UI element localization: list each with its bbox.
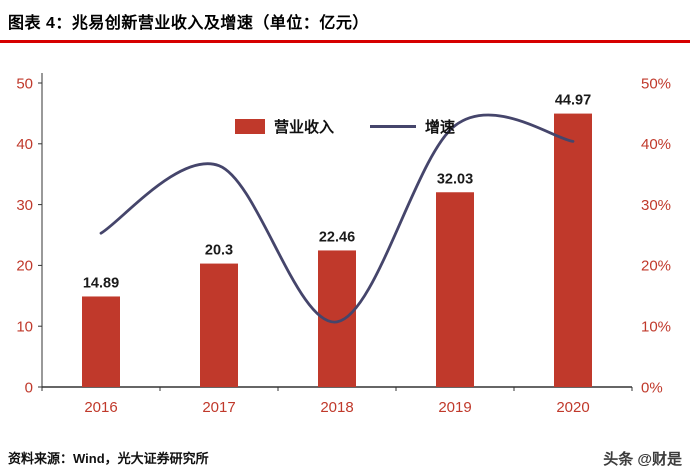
- left-axis-tick-label: 30: [16, 197, 33, 214]
- chart-area: 0 0% 10 10% 20 20% 30 30% 40 40% 50 50% 14.89 2016 20.…: [0, 43, 690, 423]
- source-note: 资料来源：Wind，光大证券研究所: [8, 451, 209, 466]
- revenue-bar: [82, 296, 120, 387]
- left-axis-tick-label: 10: [16, 318, 33, 335]
- x-axis-category-label: 2017: [202, 399, 235, 416]
- left-axis-tick-label: 0: [25, 379, 33, 396]
- left-axis-tick-label: 50: [16, 75, 33, 92]
- right-axis-tick-label: 40%: [641, 136, 671, 153]
- left-axis-tick-label: 40: [16, 136, 33, 153]
- title-underline: [0, 40, 690, 43]
- right-axis-tick-label: 30%: [641, 197, 671, 214]
- bar-value-label: 32.03: [437, 171, 473, 187]
- x-axis-category-label: 2018: [320, 399, 353, 416]
- right-axis-tick-label: 10%: [641, 318, 671, 335]
- bar-value-label: 14.89: [83, 275, 119, 291]
- chart-canvas: 0 0% 10 10% 20 20% 30 30% 40 40% 50 50% 14.89 2016 20.…: [16, 73, 671, 416]
- x-axis-category-label: 2019: [438, 399, 471, 416]
- revenue-bar: [200, 263, 238, 387]
- bar-value-label: 44.97: [555, 93, 591, 109]
- right-axis-tick-label: 20%: [641, 258, 671, 275]
- bar-value-label: 22.46: [319, 229, 355, 245]
- chart-header: 图表 4：兆易创新营业收入及增速（单位：亿元）: [0, 0, 690, 43]
- revenue-bar: [554, 113, 592, 387]
- watermark: 头条 @财是: [603, 451, 682, 468]
- right-axis-tick-label: 50%: [641, 75, 671, 92]
- right-axis-tick-label: 0%: [641, 379, 663, 396]
- left-axis-tick-label: 20: [16, 258, 33, 275]
- growth-line: [99, 113, 575, 324]
- chart-title: 图表 4：兆易创新营业收入及增速（单位：亿元）: [8, 15, 369, 32]
- revenue-bar: [436, 192, 474, 387]
- x-axis-category-label: 2016: [84, 399, 117, 416]
- bar-value-label: 20.3: [205, 243, 233, 259]
- x-axis-category-label: 2020: [556, 399, 589, 416]
